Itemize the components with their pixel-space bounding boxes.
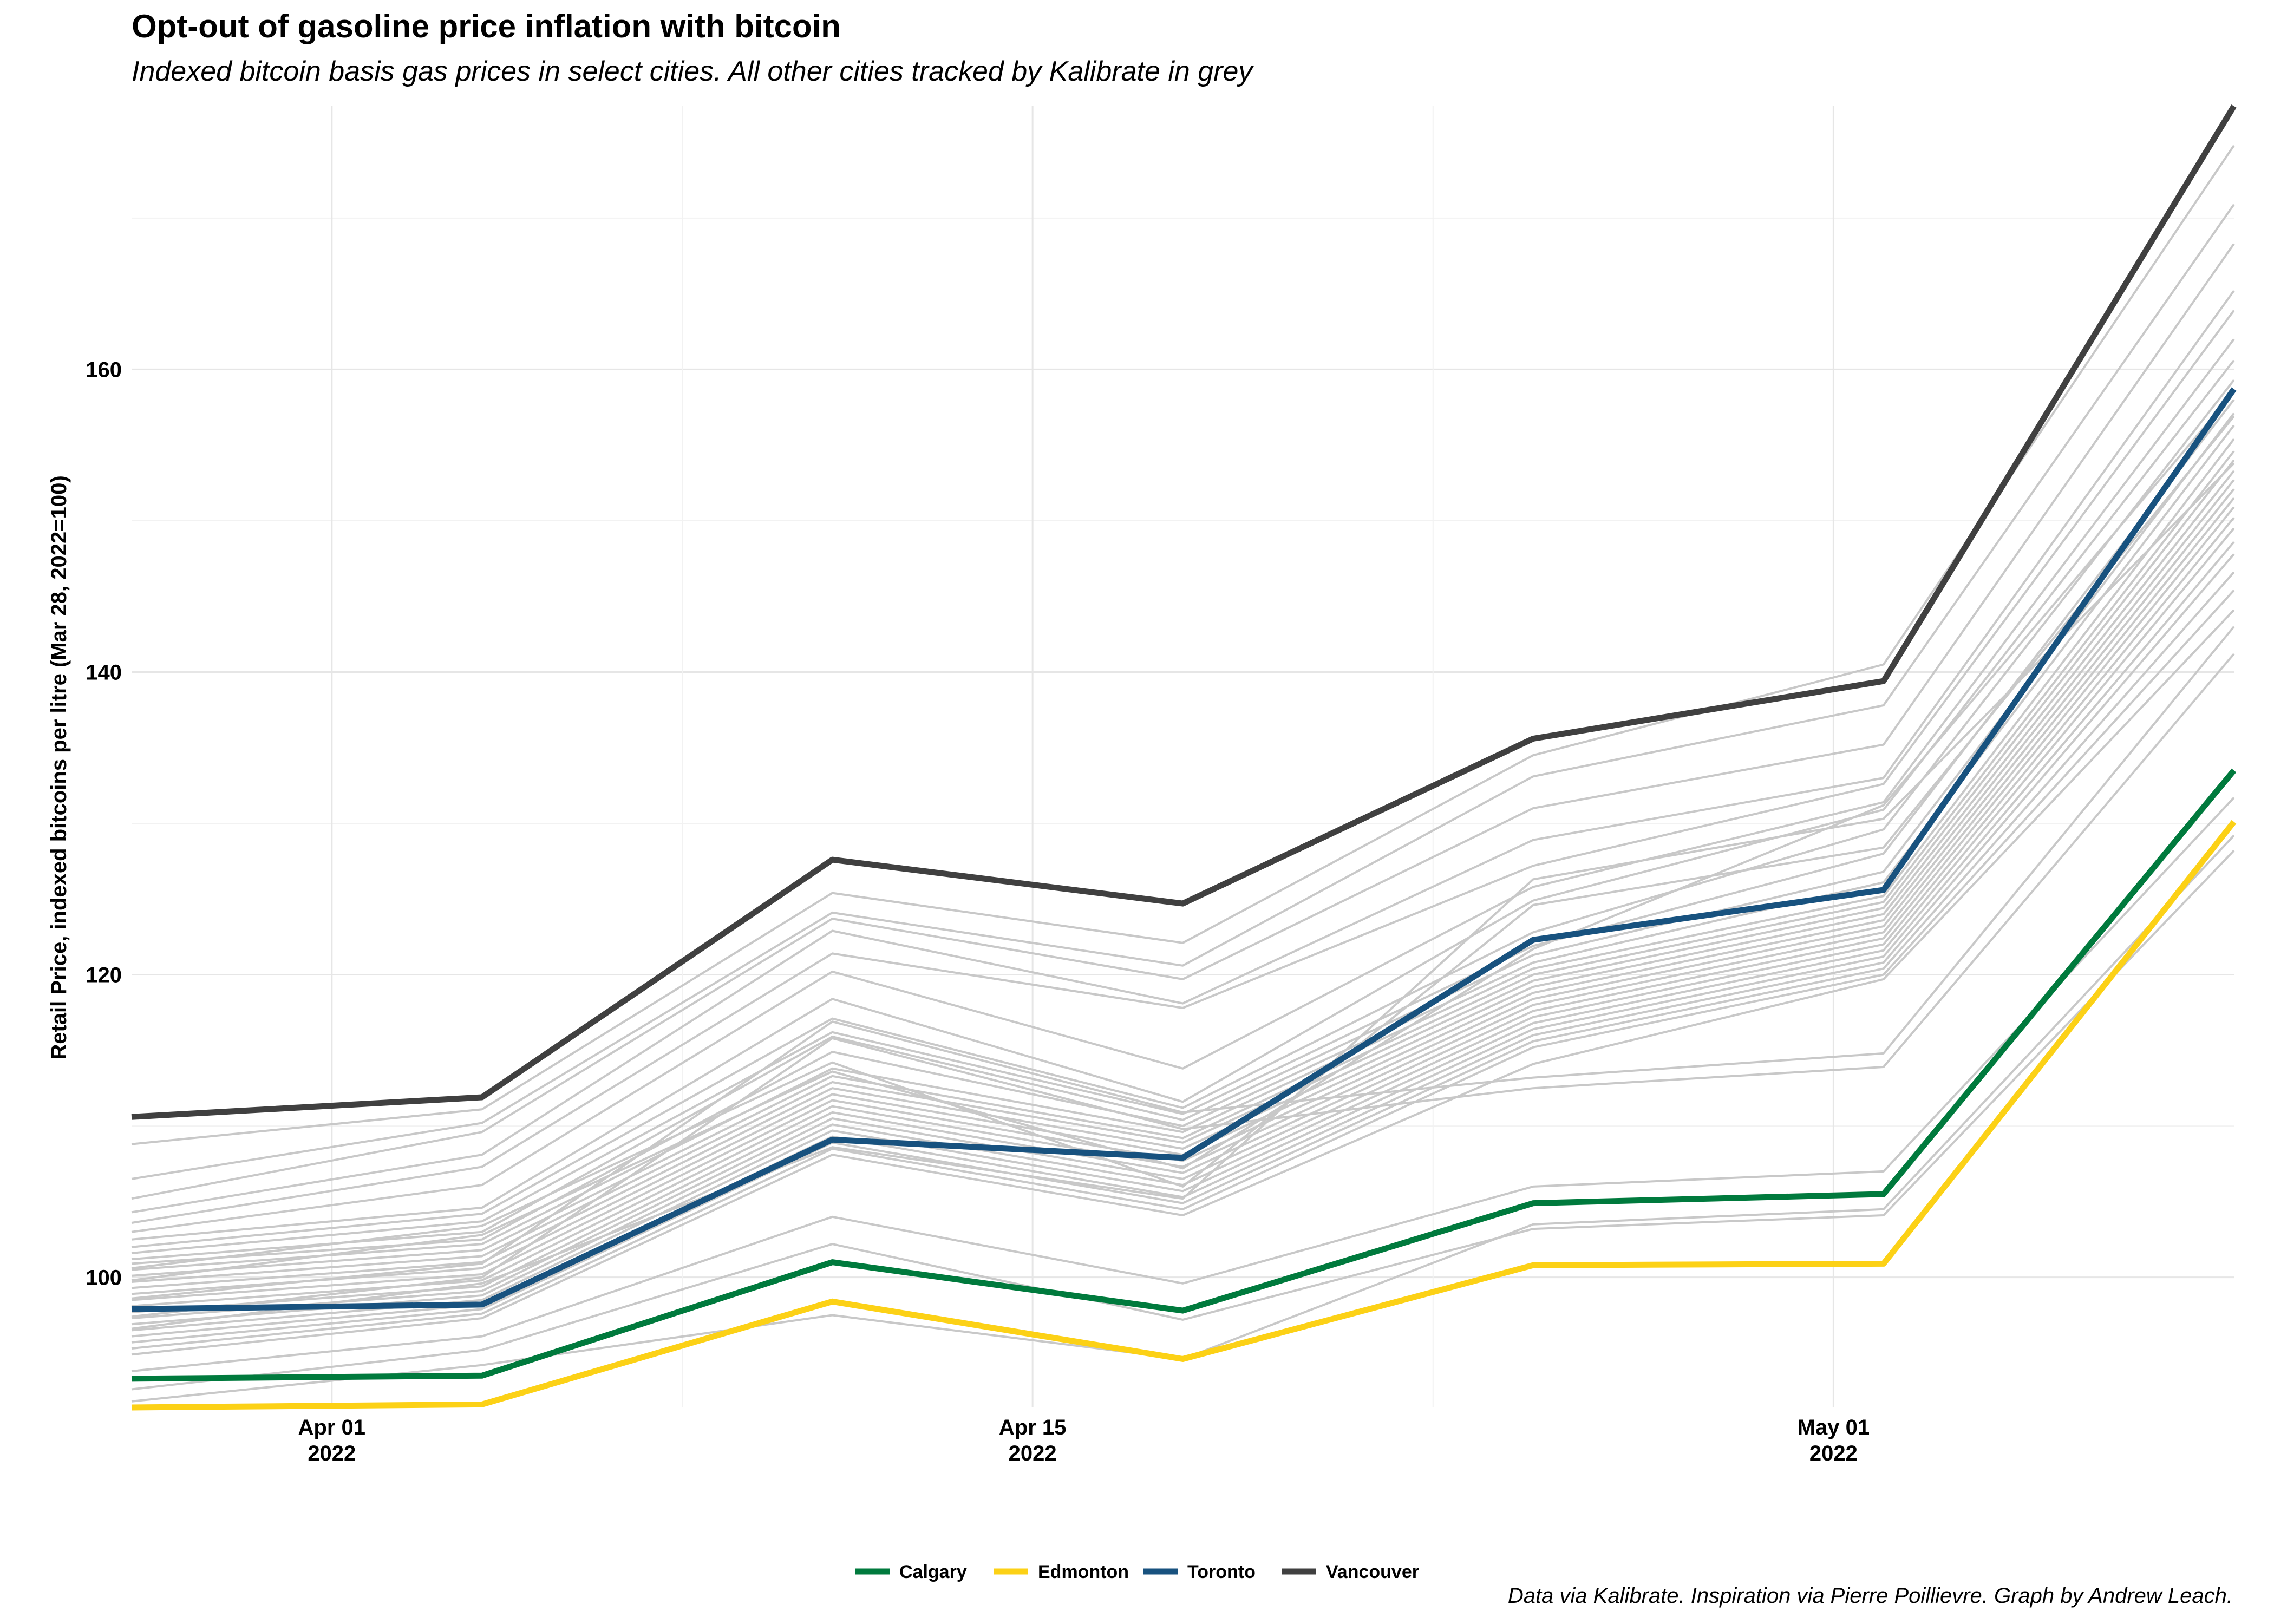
x-tick-year-label: 2022 (1809, 1442, 1858, 1465)
other-city-line (131, 541, 2235, 1332)
other-city-line (131, 497, 2235, 1307)
series-line-calgary (131, 768, 2237, 1382)
legend-label-toronto: Toronto (1187, 1562, 1256, 1582)
y-tick-label: 100 (86, 1266, 122, 1290)
other-city-line (131, 609, 2235, 1356)
chart-title: Opt-out of gasoline price inflation with… (132, 8, 841, 44)
other-city-line (131, 438, 2235, 1271)
other-city-line (131, 571, 2235, 1344)
other-city-line (131, 310, 2235, 1224)
legend-label-edmonton: Edmonton (1038, 1562, 1129, 1582)
other-city-line (131, 517, 2235, 1320)
x-tick-label: May 01 (1798, 1416, 1870, 1439)
other-city-line (131, 462, 2235, 1330)
series-line-vancouver (131, 104, 2237, 1120)
x-tick-year-label: 2022 (1009, 1442, 1057, 1465)
other-city-line (131, 450, 2235, 1277)
other-city-line (131, 424, 2235, 1265)
other-city-line (131, 290, 2235, 1214)
x-tick-year-label: 2022 (308, 1442, 356, 1465)
other-city-line (131, 412, 2235, 1261)
series-line-edmonton (131, 820, 2237, 1411)
other-city-line (131, 849, 2235, 1391)
series-line-toronto (131, 387, 2237, 1312)
chart-caption: Data via Kalibrate. Inspiration via Pier… (1507, 1584, 2233, 1608)
other-city-line (131, 204, 2235, 1180)
axes: 100 120 140 160 Apr 01 2022 Apr 15 2022 May 01 20… (47, 358, 1870, 1465)
other-city-line (131, 527, 2235, 1326)
y-axis-title: Retail Price, indexed bitcoins per litre… (47, 475, 71, 1059)
other-city-line (131, 415, 2235, 1269)
other-city-line (131, 488, 2235, 1301)
chart-subtitle: Indexed bitcoin basis gas prices in sele… (132, 56, 1253, 87)
other-city-line (131, 626, 2235, 1300)
other-city-line (131, 590, 2235, 1350)
other-city-line (131, 359, 2235, 1241)
legend: Calgary Edmonton Toronto Vancouver (855, 1562, 1419, 1582)
other-city-line (131, 379, 2235, 1248)
legend-label-calgary: Calgary (899, 1562, 967, 1582)
y-tick-label: 140 (86, 660, 122, 684)
other-city-line (131, 459, 2235, 1283)
other-city-line (131, 391, 2235, 1282)
other-city-line (131, 653, 2235, 1318)
other-city-line (131, 797, 2235, 1372)
other-city-line (131, 145, 2235, 1145)
y-tick-label: 160 (86, 358, 122, 382)
x-tick-label: Apr 15 (999, 1416, 1067, 1439)
legend-label-vancouver: Vancouver (1326, 1562, 1419, 1582)
other-city-line (131, 243, 2235, 1200)
other-city-line (131, 338, 2235, 1233)
other-city-line (131, 470, 2235, 1289)
other-city-line (131, 506, 2235, 1313)
other-city-line (131, 399, 2235, 1254)
other-cities-series (131, 145, 2235, 1403)
y-tick-label: 120 (86, 964, 122, 987)
x-tick-label: Apr 01 (298, 1416, 366, 1439)
highlighted-series (131, 104, 2237, 1411)
